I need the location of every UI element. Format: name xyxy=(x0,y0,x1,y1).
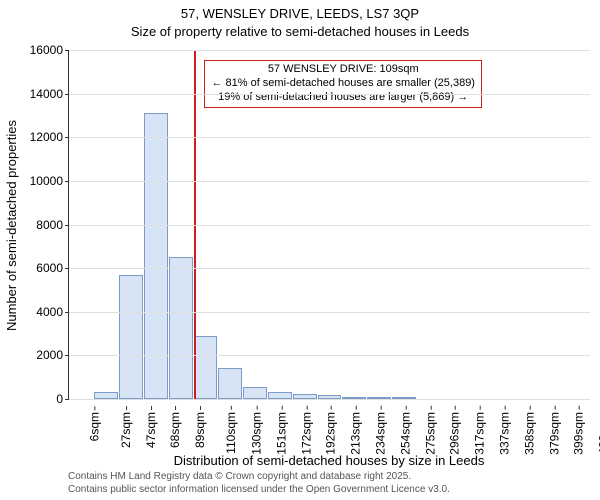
y-tick-label: 2000 xyxy=(36,348,69,362)
gridline xyxy=(69,50,590,51)
gridline xyxy=(69,137,590,138)
y-tick-label: 6000 xyxy=(36,261,69,275)
x-tick-label: 275sqm xyxy=(423,412,437,455)
y-tick-label: 4000 xyxy=(36,305,69,319)
x-tick-label: 254sqm xyxy=(398,412,412,455)
y-tick-label: 14000 xyxy=(30,87,69,101)
x-tick-label: 379sqm xyxy=(547,412,561,455)
y-tick-label: 12000 xyxy=(30,130,69,144)
annotation-box: 57 WENSLEY DRIVE: 109sqm← 81% of semi-de… xyxy=(204,60,482,107)
x-tick-label: 296sqm xyxy=(448,412,462,455)
footnote-line: Contains HM Land Registry data © Crown c… xyxy=(68,471,450,484)
gridline xyxy=(69,312,590,313)
x-tick-label: 192sqm xyxy=(324,412,338,455)
x-tick-label: 337sqm xyxy=(498,412,512,455)
bar xyxy=(169,257,193,399)
gridline xyxy=(69,181,590,182)
x-tick-label: 213sqm xyxy=(349,412,363,455)
x-tick-label: 234sqm xyxy=(374,412,388,455)
x-tick-label: 110sqm xyxy=(224,412,238,454)
gridline xyxy=(69,399,590,400)
gridline xyxy=(69,268,590,269)
gridline xyxy=(69,225,590,226)
x-tick-label: 358sqm xyxy=(523,412,537,455)
bar xyxy=(243,387,267,399)
footnote: Contains HM Land Registry data © Crown c… xyxy=(68,471,450,496)
bar xyxy=(218,368,242,399)
x-tick-label: 89sqm xyxy=(193,412,207,448)
x-tick-label: 399sqm xyxy=(572,412,586,455)
chart-title: 57, WENSLEY DRIVE, LEEDS, LS7 3QP xyxy=(0,6,600,21)
x-tick-label: 47sqm xyxy=(144,412,158,448)
y-tick-label: 0 xyxy=(56,392,69,406)
annotation-line: 57 WENSLEY DRIVE: 109sqm xyxy=(211,63,475,77)
annotation-line: ← 81% of semi-detached houses are smalle… xyxy=(211,77,475,91)
footnote-line: Contains public sector information licen… xyxy=(68,484,450,497)
chart-container: 57, WENSLEY DRIVE, LEEDS, LS7 3QP Size o… xyxy=(0,0,600,500)
x-axis-label: Distribution of semi-detached houses by … xyxy=(68,453,590,468)
x-tick-label: 317sqm xyxy=(473,412,487,455)
gridline xyxy=(69,94,590,95)
chart-subtitle: Size of property relative to semi-detach… xyxy=(0,24,600,39)
y-tick-label: 10000 xyxy=(30,174,69,188)
y-tick-label: 16000 xyxy=(30,43,69,57)
x-tick-label: 68sqm xyxy=(168,412,182,448)
x-tick-label: 130sqm xyxy=(250,412,264,455)
y-axis-label: Number of semi-detached properties xyxy=(2,50,20,400)
y-tick-label: 8000 xyxy=(36,218,69,232)
x-tick-label: 6sqm xyxy=(87,412,101,441)
x-tick-label: 27sqm xyxy=(119,412,133,448)
gridline xyxy=(69,355,590,356)
bar xyxy=(119,275,143,399)
x-tick-label: 151sqm xyxy=(274,412,288,455)
x-tick-label: 172sqm xyxy=(299,412,313,455)
plot-area: 6sqm27sqm47sqm68sqm89sqm110sqm130sqm151s… xyxy=(68,50,590,400)
bar xyxy=(194,336,218,399)
